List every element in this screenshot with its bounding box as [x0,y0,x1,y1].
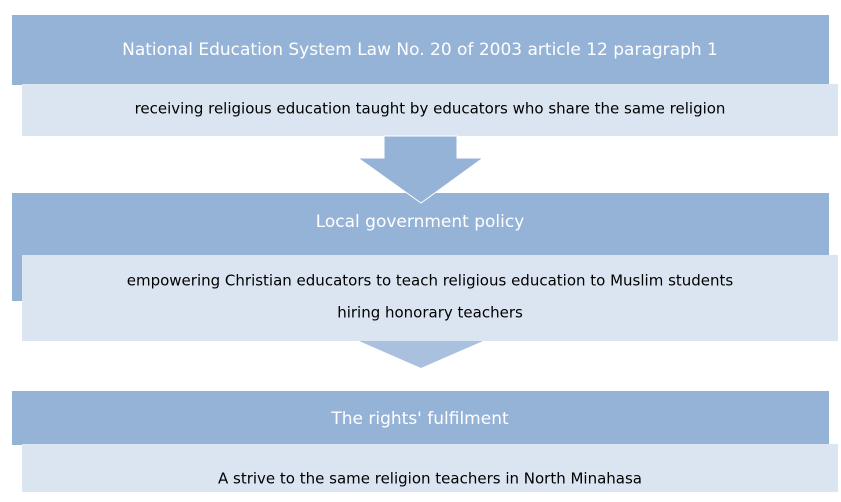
down-arrow [356,135,485,204]
content-box [22,84,838,136]
header-text: Local government policy [316,212,525,232]
content-text: receiving religious education taught by … [135,100,726,118]
content-box [22,255,838,341]
content-text: A strive to the same religion teachers i… [218,470,642,488]
header-text: National Education System Law No. 20 of … [122,40,718,60]
content-text: empowering Christian educators to teach … [127,272,734,290]
header-bar [12,391,829,445]
down-arrow [359,341,483,368]
header-bar [12,15,829,85]
header-text: The rights' fulfilment [330,409,509,429]
content-box [22,444,838,492]
content-text: hiring honorary teachers [337,304,523,322]
